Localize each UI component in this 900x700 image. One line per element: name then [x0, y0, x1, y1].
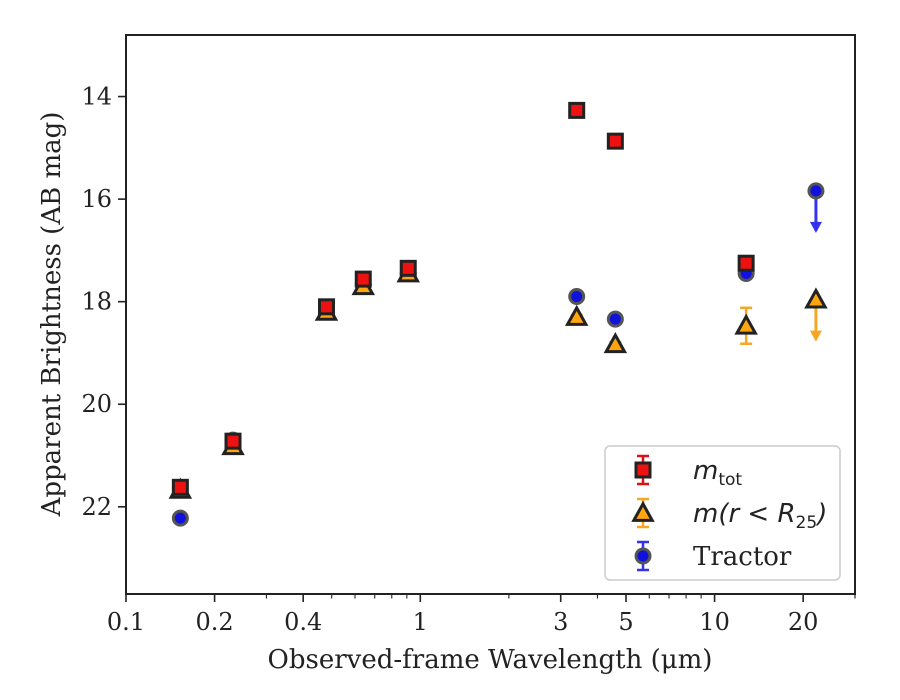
- data-point: [564, 304, 589, 326]
- x-tick-label: 10: [699, 608, 730, 636]
- legend-marker: [631, 500, 655, 522]
- x-tick-label: 20: [788, 608, 819, 636]
- data-point: [171, 509, 189, 527]
- data-point: [606, 132, 624, 150]
- legend-label: mtot: [693, 456, 742, 490]
- legend-label: m(r < R25): [693, 499, 827, 533]
- y-tick-label: 20: [81, 390, 112, 418]
- upper-limit-arrowhead: [809, 330, 822, 342]
- x-axis-label: Observed-frame Wavelength (μm): [268, 645, 713, 675]
- legend-label: Tractor: [693, 542, 792, 572]
- legend: mtot m(r < R25) Tractor: [604, 445, 841, 581]
- data-point: [603, 331, 628, 354]
- data-point: [807, 182, 825, 200]
- x-tick-label: 5: [618, 608, 633, 636]
- plot-frame: [125, 34, 856, 595]
- y-axis-label: Apparent Brightness (AB mag): [37, 112, 67, 518]
- data-point: [399, 259, 417, 277]
- data-point: [568, 288, 586, 306]
- y-tick-label: 16: [81, 185, 112, 213]
- x-tick-label: 3: [553, 608, 568, 636]
- legend-box: [604, 445, 841, 581]
- data-point: [171, 478, 189, 496]
- data-point: [606, 310, 624, 328]
- data-point: [568, 101, 586, 119]
- y-tick-label: 18: [81, 288, 112, 316]
- data-point: [734, 313, 758, 335]
- axes: 0.1 0.2 0.4 1 3 5 10 20 14 16 18 20 22: [81, 34, 856, 636]
- x-tick-label: 0.2: [196, 608, 234, 636]
- legend-marker: [634, 461, 652, 479]
- data-point: [224, 432, 242, 450]
- y-tick-label: 22: [81, 493, 112, 521]
- plot-area: [168, 101, 828, 527]
- data-point: [737, 254, 755, 272]
- x-tick-label: 0.1: [107, 608, 145, 636]
- data-point: [804, 287, 828, 309]
- data-point: [354, 270, 372, 288]
- series-square: [171, 101, 755, 496]
- legend-marker: [634, 547, 652, 565]
- y-tick-label: 14: [81, 83, 112, 111]
- upper-limit-arrowhead: [809, 221, 822, 233]
- data-point: [317, 298, 335, 316]
- x-tick-label: 0.4: [284, 608, 322, 636]
- x-tick-label: 1: [413, 608, 428, 636]
